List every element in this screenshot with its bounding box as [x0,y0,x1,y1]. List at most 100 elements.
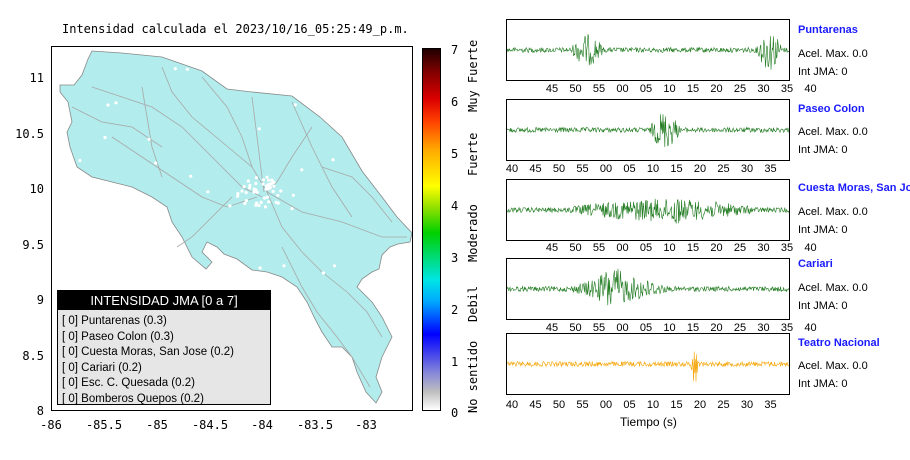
station-marker [114,101,118,105]
road-line [71,106,163,148]
station-marker [285,331,289,335]
page-title: Intensidad calculada el 2023/10/16_05:25… [62,22,409,36]
station-marker [279,189,283,193]
station-marker [302,305,306,309]
time-tick: 15 [686,322,700,334]
station-marker [240,189,244,193]
lat-tick: 10 [29,182,44,196]
road-line [266,191,407,238]
legend-item: [ 0] Paseo Colon (0.3) [62,330,174,343]
time-tick: 55 [592,242,606,254]
road-line [111,136,258,208]
colorbar-value: 4 [451,199,459,213]
station-marker [259,200,263,204]
station-marker [252,190,256,194]
station-marker [252,187,256,191]
lat-tick: 9.5 [22,238,44,252]
time-tick: 00 [599,399,613,411]
station-marker [248,183,252,187]
time-tick: 45 [545,242,559,254]
station-marker [266,178,271,182]
station-marker [145,202,149,206]
station-marker [78,158,82,163]
waveform-panel[interactable] [506,179,790,241]
station-marker [331,158,335,162]
station-marker [261,178,266,182]
station-name[interactable]: Puntarenas [798,24,858,36]
time-tick: 25 [717,399,730,411]
waveform-trace [507,198,789,224]
station-marker [276,193,280,197]
time-tick: 30 [757,83,770,95]
time-tick: 15 [670,163,683,175]
legend-item: [ 0] Bomberos Quepos (0.2) [62,392,204,405]
time-tick: 15 [686,83,700,95]
time-tick: 05 [623,399,636,411]
time-tick: 35 [764,163,777,175]
time-tick: 40 [505,163,519,175]
station-marker [189,174,193,178]
colorbar-category: No sentido [466,340,480,413]
lat-tick: 11 [29,71,44,85]
colorbar-category: Fuerte [466,132,480,176]
time-ticks: 45 50 55 00 05 10 15 20 25 30 35 40 [506,322,817,336]
station-marker [254,181,258,186]
colorbar-value: 0 [451,406,459,420]
time-tick: 15 [686,242,700,254]
road-line [266,191,383,338]
waveform-trace [507,351,789,382]
waveform-panel[interactable] [506,19,790,81]
legend-item: [ 0] Esc. C. Quesada (0.2) [62,377,195,389]
station-marker [156,218,160,222]
waveform-trace [507,114,789,148]
station-marker [282,264,286,268]
station-marker [264,187,268,191]
colorbar-value: 3 [451,251,459,265]
colorbar-category: Debil [466,285,480,322]
legend-item: [ 0] Cuesta Moras, San Jose (0.2) [62,346,234,358]
waveform-panel[interactable] [506,99,790,161]
time-tick: 20 [693,399,707,411]
station-marker [248,186,252,190]
time-tick: 00 [599,163,613,175]
time-tick: 10 [663,322,676,334]
colorbar-category: Moderado [466,204,480,262]
station-marker [329,354,333,358]
road-line [91,86,263,198]
station-marker [393,208,398,212]
station-accel: Acel. Max. 0.0 [798,126,868,138]
road-line [176,196,233,248]
waveform-panel[interactable] [506,333,790,395]
time-tick: 50 [569,242,582,254]
time-tick: 10 [663,242,676,254]
station-marker [263,205,268,209]
time-tick: 20 [710,322,723,334]
station-marker [271,189,275,193]
waveform-line [507,268,789,306]
time-tick: 25 [733,242,747,254]
time-tick: 00 [616,242,629,254]
station-name[interactable]: Paseo Colon [798,103,865,115]
time-tick: 50 [552,399,566,411]
station-name[interactable]: Teatro Nacional [798,337,880,349]
time-tick: 20 [710,242,723,254]
waveform-panel[interactable] [506,258,790,320]
time-tick: 05 [623,163,636,175]
station-marker [206,190,210,194]
station-intensity: Int JMA: 0 [798,300,848,312]
lat-tick: 8.5 [22,349,44,363]
station-name[interactable]: Cariari [798,258,833,270]
lat-tick: 8 [36,404,44,418]
station-intensity: Int JMA: 0 [798,378,848,390]
station-marker [290,207,294,211]
road-line [141,86,163,178]
station-marker [228,204,232,208]
waveform-line [507,34,789,70]
colorbar-value: 2 [451,303,459,317]
time-tick: 40 [804,242,817,254]
station-name[interactable]: Cuesta Moras, San Jose [798,182,910,194]
colorbar-value: 5 [451,147,459,161]
lat-tick: 9 [36,293,44,307]
station-marker [178,264,182,268]
station-marker [257,127,261,131]
